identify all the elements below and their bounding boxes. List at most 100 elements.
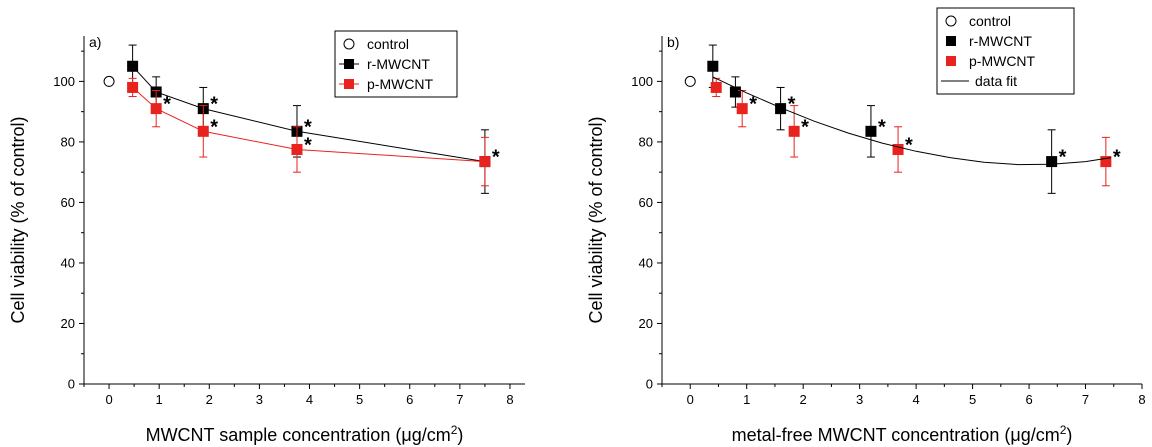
significance-star: * [163,94,171,116]
legend-swatch [945,15,957,27]
x-axis-title: MWCNT sample concentration (μg/cm2) [146,423,464,445]
data-point [479,156,491,168]
significance-star: * [905,134,913,156]
series-control [103,75,115,87]
data-point [291,143,303,155]
x-axis-title-mu: μ [401,425,411,445]
x-tick-label: 7 [1082,392,1089,407]
legend-item: data fit [941,73,1017,89]
significance-star: * [788,94,796,116]
x-tick-label: 3 [856,392,863,407]
data-point [729,86,741,98]
data-point [892,143,904,155]
x-tick-label: 7 [456,392,463,407]
series-data-fit [712,76,1111,166]
x-axis-title-unit: g/cm [1021,425,1060,445]
significance-star: * [210,116,218,138]
panel-label: a) [89,34,101,50]
y-axis-title: Cell viability (% of control) [586,116,606,323]
legend-label: p-MWCNT [367,76,434,92]
chart-panel-a: 0 20 40 60 80 100 0 1 2 3 4 5 6 7 8 Cell viability (% o… [8,30,525,445]
x-tick-label: 2 [206,392,213,407]
x-axis-title-close: ) [457,425,463,445]
significance-star: * [492,147,500,169]
data-point [775,103,787,115]
x-tick-label: 4 [913,392,920,407]
legend-label: control [367,36,409,52]
x-tick-label: 2 [800,392,807,407]
legend-swatch [344,79,354,89]
y-tick-label: 40 [639,255,653,270]
x-tick-label: 0 [687,392,694,407]
y-axis-title: Cell viability (% of control) [8,116,28,323]
significance-star: * [304,116,312,138]
legend-label: data fit [975,73,1017,89]
x-axis-title-sup: 2 [451,423,458,437]
y-tick-label: 0 [68,377,75,392]
series-control [684,75,696,87]
legend-label: r-MWCNT [969,33,1032,49]
x-axis-title: metal-free MWCNT concentration (μg/cm2) [732,423,1073,445]
chart-panel-b: 0 20 40 60 80 100 0 1 2 3 4 5 6 7 8 Cell viability (% o… [586,7,1146,445]
data-point [127,81,139,93]
fit-curve [712,76,1111,166]
y-tick-label: 80 [61,134,75,149]
data-point [710,81,722,93]
y-tick-label: 100 [53,74,75,89]
series-p-mwcnt: **** [710,77,1121,187]
legend-swatch [343,38,355,50]
data-point [736,103,748,115]
panel-label: b) [667,34,679,50]
x-tick-label: 8 [1138,392,1145,407]
x-tick-label: 6 [1025,392,1032,407]
y-tick-label: 20 [61,316,75,331]
x-tick-label: 0 [105,392,112,407]
legend-item: p-MWCNT [946,53,1036,69]
significance-star: * [801,116,809,138]
legend-item: r-MWCNT [339,56,430,72]
legend-item: r-MWCNT [946,33,1032,49]
series-p-mwcnt: *** [127,77,491,187]
y-tick-label: 40 [61,255,75,270]
x-tick-label: 5 [969,392,976,407]
legend-label: p-MWCNT [969,53,1036,69]
legend: control r-MWCNT p-MWCNT data fit [936,7,1075,95]
legend-swatch [946,56,956,66]
data-point [707,60,719,72]
legend-label: r-MWCNT [367,56,430,72]
y-tick-label: 80 [639,134,653,149]
data-point [197,125,209,137]
y-tick-label: 60 [639,195,653,210]
x-axis-title-sup: 2 [1060,423,1067,437]
significance-star: * [1113,147,1121,169]
legend-item: p-MWCNT [339,76,434,92]
data-point [684,75,696,87]
legend-item: control [343,36,409,52]
x-tick-label: 8 [506,392,513,407]
x-tick-label: 5 [356,392,363,407]
data-point [1100,156,1112,168]
y-tick-label: 100 [631,74,653,89]
data-point [150,103,162,115]
x-axis-title-mu: μ [1010,425,1020,445]
y-tick-label: 0 [646,377,653,392]
data-point [127,60,139,72]
significance-star: * [878,116,886,138]
x-axis-title-close: ) [1066,425,1072,445]
significance-star: * [749,94,757,116]
significance-star: * [210,94,218,116]
x-axis-title-text: metal-free MWCNT concentration ( [732,425,1011,445]
x-tick-label: 6 [406,392,413,407]
x-axis-title-unit: g/cm [412,425,451,445]
x-tick-label: 4 [306,392,313,407]
legend-label: control [969,13,1011,29]
x-tick-label: 1 [743,392,750,407]
significance-star: * [1059,147,1067,169]
x-tick-label: 3 [256,392,263,407]
data-point [788,125,800,137]
data-point [103,75,115,87]
x-tick-label: 1 [156,392,163,407]
data-point [865,125,877,137]
x-axis-title-text: MWCNT sample concentration ( [146,425,402,445]
